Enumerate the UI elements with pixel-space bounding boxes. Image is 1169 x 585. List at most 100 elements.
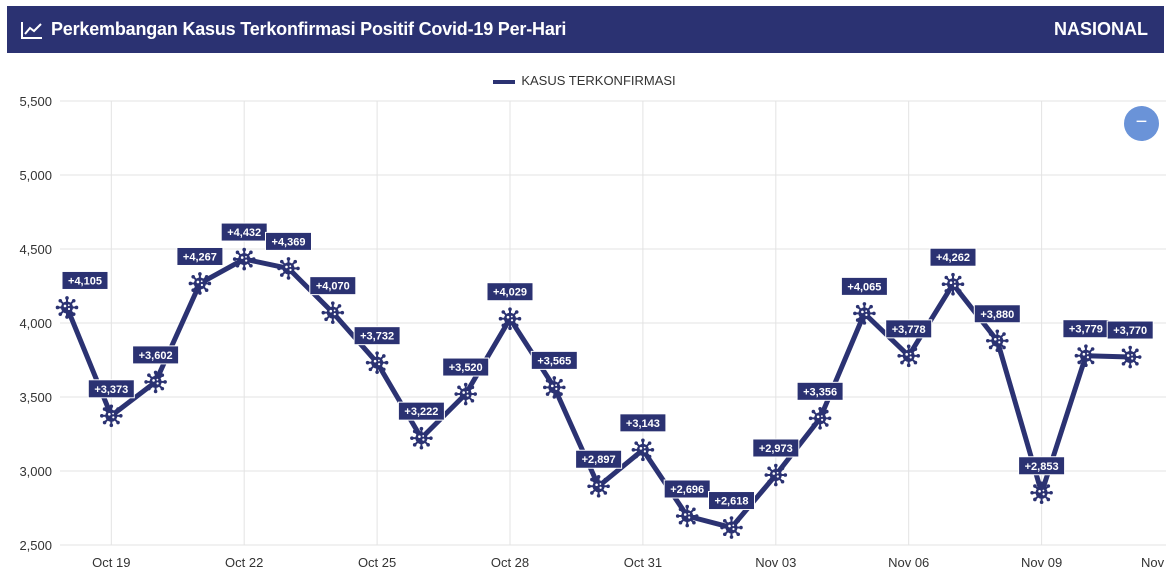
virus-icon [986,329,1009,353]
virus-icon [631,438,655,462]
y-tick-label: 5,500 [19,94,52,109]
virus-icon [144,370,167,394]
data-label: +3,565 [530,350,578,370]
data-label: +3,778 [885,319,933,339]
data-label: +3,779 [1062,319,1110,339]
data-label: +3,222 [397,401,445,421]
data-label: +4,369 [265,231,312,251]
svg-text:+3,880: +3,880 [980,309,1014,321]
virus-icon [543,376,566,399]
svg-text:+4,267: +4,267 [183,251,217,263]
data-label: +4,070 [309,276,357,296]
virus-icon [454,382,478,406]
virus-icon [720,516,743,539]
svg-text:+4,065: +4,065 [847,281,881,293]
virus-icon [853,302,876,325]
legend[interactable]: KASUS TERKONFIRMASI [0,73,1169,88]
y-tick-label: 4,000 [19,316,52,331]
x-tick-label: Nov 09 [1021,555,1062,570]
y-tick-label: 2,500 [19,538,52,553]
virus-icon [941,272,965,296]
data-label: +3,356 [796,381,844,401]
svg-text:+2,973: +2,973 [759,443,793,455]
virus-icon [232,247,256,271]
svg-text:+2,696: +2,696 [670,484,704,496]
chart-line-icon [21,21,43,39]
svg-text:+4,262: +4,262 [936,252,970,264]
x-tick-label: Oct 19 [92,555,130,570]
virus-icon [675,504,699,528]
data-label: +3,732 [353,326,401,346]
data-label: +3,880 [973,304,1021,324]
data-label: +4,432 [220,222,268,242]
svg-text:+2,853: +2,853 [1025,461,1059,473]
data-label: +2,973 [752,438,800,458]
y-tick-label: 5,000 [19,168,52,183]
x-tick-label: Nov 03 [755,555,796,570]
virus-icon [1118,345,1142,369]
x-tick-label: Nov 06 [888,555,929,570]
virus-icon [808,407,832,430]
data-label: +4,267 [176,246,224,266]
x-tick-label: Oct 28 [491,555,529,570]
svg-text:+2,618: +2,618 [715,496,749,508]
y-tick-label: 3,500 [19,390,52,405]
x-tick-label: Oct 22 [225,555,263,570]
svg-text:+3,373: +3,373 [94,384,128,396]
svg-text:+4,029: +4,029 [493,287,527,299]
data-label: +2,696 [663,479,711,499]
svg-text:+3,222: +3,222 [404,406,438,418]
data-label: +3,373 [87,379,135,399]
region-label: NASIONAL [1054,19,1148,39]
svg-text:+3,520: +3,520 [449,362,483,374]
virus-icon [764,463,788,487]
svg-text:+3,565: +3,565 [537,355,571,367]
virus-icon [1074,344,1098,368]
data-label: +2,618 [708,491,755,511]
x-tick-label: Nov [1141,555,1165,570]
svg-text:+4,432: +4,432 [227,227,261,239]
data-label: +2,897 [575,449,623,469]
data-label: +3,602 [132,345,180,365]
virus-icon [277,257,300,280]
legend-swatch [493,79,516,84]
y-tick-label: 4,500 [19,242,52,257]
virus-icon [410,426,433,450]
reset-zoom-button[interactable]: − [1124,106,1159,141]
data-label: +4,065 [840,276,888,296]
data-label: +2,853 [1018,456,1066,476]
svg-text:+4,105: +4,105 [68,275,102,287]
svg-text:+3,779: +3,779 [1069,324,1103,336]
svg-text:+3,778: +3,778 [892,324,926,336]
svg-text:+3,732: +3,732 [360,331,394,343]
svg-text:+4,070: +4,070 [316,281,350,293]
virus-icon [498,307,522,331]
svg-text:+3,356: +3,356 [803,386,837,398]
line-chart: 2,500 3,000 3,500 4,000 4,500 5,000 5,500 Oct 1… [19,94,1166,570]
virus-icon [1030,481,1053,505]
svg-text:+3,770: +3,770 [1113,325,1147,337]
virus-icon [55,296,79,319]
x-tick-label: Oct 25 [358,555,396,570]
data-label: +3,520 [442,357,490,377]
data-label: +3,143 [619,413,667,433]
virus-icon [587,474,610,498]
virus-icon [100,404,123,428]
data-label: +4,029 [486,282,534,302]
svg-text:+4,369: +4,369 [272,236,306,248]
legend-label: KASUS TERKONFIRMASI [521,73,676,88]
data-label: +4,105 [61,270,109,290]
svg-text:+3,602: +3,602 [139,350,173,362]
virus-icon [365,351,389,374]
virus-icon [897,344,920,368]
virus-icon [188,272,212,295]
virus-icon [321,301,345,324]
chart-title: Perkembangan Kasus Terkonfirmasi Positif… [51,19,567,39]
x-tick-label: Oct 31 [624,555,662,570]
data-label: +4,262 [929,247,977,267]
chart-header: Perkembangan Kasus Terkonfirmasi Positif… [7,6,1164,53]
svg-text:+2,897: +2,897 [582,454,616,466]
y-tick-label: 3,000 [19,464,52,479]
data-label: +3,770 [1106,320,1154,340]
svg-text:+3,143: +3,143 [626,418,660,430]
